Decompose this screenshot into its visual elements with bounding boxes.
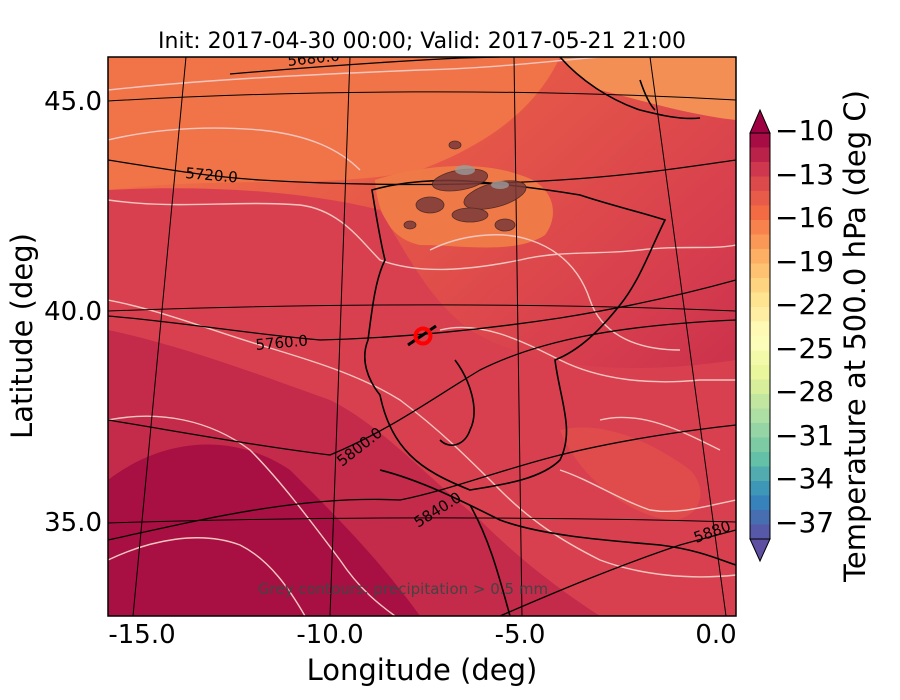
colorbar-band: [750, 220, 770, 235]
france-coastline: [559, 57, 701, 120]
temperature-band-cold-north: [108, 57, 560, 190]
colorbar-band: [750, 176, 770, 192]
gridline-lon-10: [329, 57, 351, 616]
colorbar-ticks: −10 −13 −16 −19 −22 −25 −28 −31 −34 −37: [775, 114, 834, 539]
height-contour-5880: [499, 529, 736, 616]
colorbar-band: [750, 205, 770, 221]
x-tick-neg5: -5.0: [495, 620, 546, 650]
cb-tick-neg13: −13: [775, 158, 834, 191]
contour-label-5760: 5760.0: [255, 331, 309, 354]
colorbar-band: [750, 365, 770, 380]
cb-tick-neg28: −28: [775, 375, 834, 408]
colorbar-band: [750, 495, 770, 511]
colorbar-band: [750, 278, 770, 293]
temperature-band-coldest-northeast: [560, 57, 736, 120]
gridline-lat-35: [108, 517, 736, 524]
gridline-lat-45: [108, 91, 736, 102]
x-tick-neg10: -10.0: [296, 620, 363, 650]
height-contours: [108, 57, 736, 616]
height-contour-5840: [108, 424, 736, 541]
cb-tick-neg31: −31: [775, 419, 834, 452]
colorbar-band: [750, 379, 770, 395]
morocco-algeria-border: [469, 504, 511, 616]
height-contour-5720: [108, 159, 736, 186]
colorbar-band: [750, 292, 770, 308]
colorbar-band: [750, 191, 770, 206]
portugal-spain-border: [439, 359, 475, 446]
colorbar-band: [750, 162, 770, 177]
y-tick-45: 45.0: [44, 87, 102, 117]
colorbar-band: [750, 249, 770, 264]
colorbar-band: [750, 263, 770, 279]
coastlines: [364, 57, 736, 616]
isotherm-contours: [108, 57, 736, 616]
colorbar-band: [750, 394, 770, 409]
colorbar-band: [750, 350, 770, 366]
colorbar: −10 −13 −16 −19 −22 −25 −28 −31 −34 −37 …: [749, 90, 872, 583]
colorbar-band: [750, 336, 770, 351]
height-contour-5760: [108, 279, 736, 341]
location-marker: [413, 326, 433, 346]
marker-track: [407, 324, 437, 347]
colorbar-band: [750, 510, 770, 525]
cb-tick-neg16: −16: [775, 201, 834, 234]
colorbar-bands: [750, 133, 770, 540]
gridline-lon-5: [513, 57, 523, 616]
figure-title: Init: 2017-04-30 00:00; Valid: 2017-05-2…: [158, 29, 686, 54]
precipitation-note: Grey contours: precipitation > 0.5 mm: [258, 580, 548, 598]
contour-label-5720: 5720.0: [185, 164, 239, 187]
precipitation-contours: [403, 140, 527, 232]
north-africa-coastline: [379, 469, 736, 566]
temperature-band-warmest-southwest: [108, 444, 420, 616]
colorbar-extend-bottom: [749, 538, 771, 563]
y-tick-35: 35.0: [44, 508, 102, 538]
gridline-lat-40: [108, 304, 736, 312]
height-contour-5680: [229, 57, 501, 75]
colorbar-band: [750, 524, 770, 540]
colorbar-band: [750, 481, 770, 496]
y-axis-label: Latitude (deg): [5, 233, 39, 439]
cb-tick-neg19: −19: [775, 245, 834, 278]
colorbar-band: [750, 234, 770, 250]
precipitation-highlights: [455, 165, 509, 189]
colorbar-extend-top: [749, 108, 771, 134]
gridline-lon-15: [132, 57, 187, 616]
map-panel: 5680.0 5720.0 5760.0 5800.0 5840.0 5880 …: [108, 57, 736, 616]
colorbar-band: [750, 321, 770, 337]
colorbar-band: [750, 147, 770, 163]
colorbar-band: [750, 466, 770, 482]
colorbar-band: [750, 452, 770, 467]
small-coast-segment: [639, 79, 656, 111]
map-frame: [107, 56, 737, 617]
cb-tick-neg10: −10: [775, 114, 834, 147]
x-axis-label: Longitude (deg): [307, 653, 538, 687]
iberia-coastline: [364, 179, 667, 491]
cb-tick-neg25: −25: [775, 332, 834, 365]
colorbar-label: Temperature at 500.0 hPa (deg C): [838, 90, 872, 583]
x-tick-0: 0.0: [695, 620, 736, 650]
y-tick-40: 40.0: [44, 297, 102, 327]
lat-lon-grid: [108, 57, 736, 616]
colorbar-band: [750, 437, 770, 453]
colorbar-band: [750, 408, 770, 424]
temperature-band-southeast-patch: [560, 427, 701, 520]
x-axis-ticks: -15.0 -10.0 -5.0 0.0: [108, 620, 736, 650]
colorbar-band: [750, 307, 770, 322]
gridline-lon-0: [649, 57, 727, 616]
cb-tick-neg37: −37: [775, 506, 834, 539]
cb-tick-neg22: −22: [775, 288, 834, 321]
y-axis-ticks: 45.0 40.0 35.0: [44, 87, 102, 538]
x-tick-neg15: -15.0: [108, 620, 175, 650]
cb-tick-neg34: −34: [775, 462, 834, 495]
height-contour-5800: [108, 319, 736, 456]
colorbar-band: [750, 423, 770, 438]
colorbar-band: [750, 133, 770, 148]
